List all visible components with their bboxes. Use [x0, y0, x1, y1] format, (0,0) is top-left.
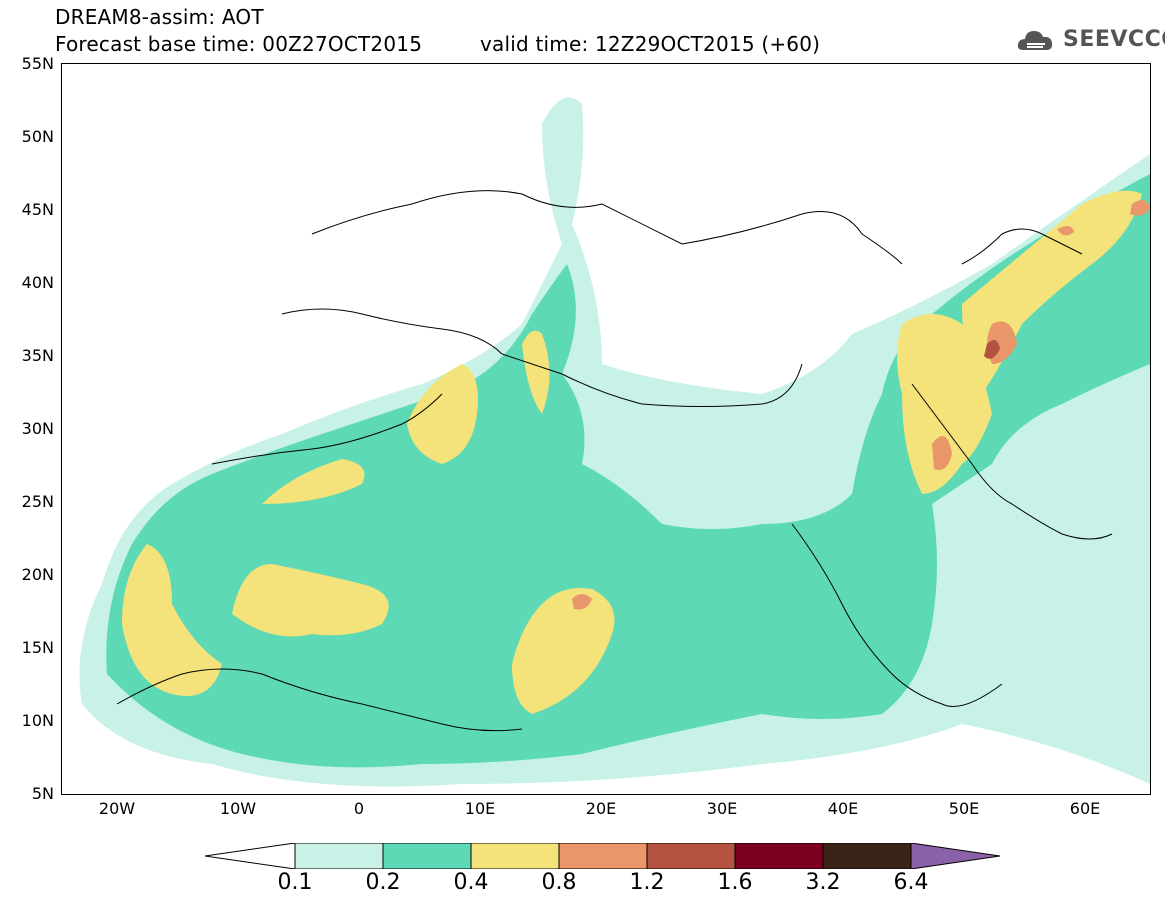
lon-label: 40E: [827, 799, 859, 818]
lat-label: 10N: [21, 711, 54, 730]
cloud-icon: [1017, 31, 1053, 50]
colorbar-tick: 0.4: [453, 870, 489, 895]
colorbar-tick: 1.6: [717, 870, 753, 895]
map-panel: [61, 63, 1151, 795]
colorbar: [205, 843, 1000, 869]
lon-label: 20W: [98, 799, 136, 818]
lat-label: 5N: [31, 784, 54, 803]
lat-label: 40N: [21, 273, 54, 292]
lat-label: 30N: [21, 419, 54, 438]
lon-label: 60E: [1069, 799, 1101, 818]
colorbar-over-triangle: [910, 843, 1000, 869]
lat-label: 25N: [21, 492, 54, 511]
aot-map: [79, 97, 1150, 787]
colorbar-tick: 3.2: [805, 870, 841, 895]
coastlines: [116, 190, 1113, 732]
aot-level-0.4: [122, 190, 1142, 714]
title-line-1: DREAM8-assim: AOT: [55, 5, 264, 29]
lat-label: 15N: [21, 638, 54, 657]
colorbar-under-triangle: [205, 843, 296, 869]
title-line-2: Forecast base time: 00Z27OCT2015: [55, 32, 423, 56]
lat-label: 50N: [21, 127, 54, 146]
colorbar-segment: [382, 843, 472, 869]
logo-text: SEEVCCC: [1063, 27, 1165, 52]
aot-level-1.2: [984, 340, 1000, 359]
lon-label: 10E: [464, 799, 496, 818]
lat-label: 55N: [21, 54, 54, 73]
lon-label: 20E: [585, 799, 617, 818]
lon-label: 0: [353, 799, 365, 818]
lat-label: 35N: [21, 346, 54, 365]
title-line-3: valid time: 12Z29OCT2015 (+60): [480, 32, 821, 56]
colorbar-segment: [294, 843, 384, 869]
colorbar-tick: 0.8: [541, 870, 577, 895]
lon-label: 30E: [706, 799, 738, 818]
colorbar-tick: 6.4: [893, 870, 929, 895]
lat-label: 20N: [21, 565, 54, 584]
lon-label: 50E: [948, 799, 980, 818]
colorbar-segment: [734, 843, 824, 869]
colorbar-tick: 1.2: [629, 870, 665, 895]
colorbar-segment: [646, 843, 736, 869]
colorbar-segment: [558, 843, 648, 869]
colorbar-tick: 0.2: [365, 870, 401, 895]
lon-label: 10W: [219, 799, 257, 818]
colorbar-segment: [470, 843, 560, 869]
lat-label: 45N: [21, 200, 54, 219]
colorbar-segment: [822, 843, 912, 869]
colorbar-tick: 0.1: [277, 870, 313, 895]
